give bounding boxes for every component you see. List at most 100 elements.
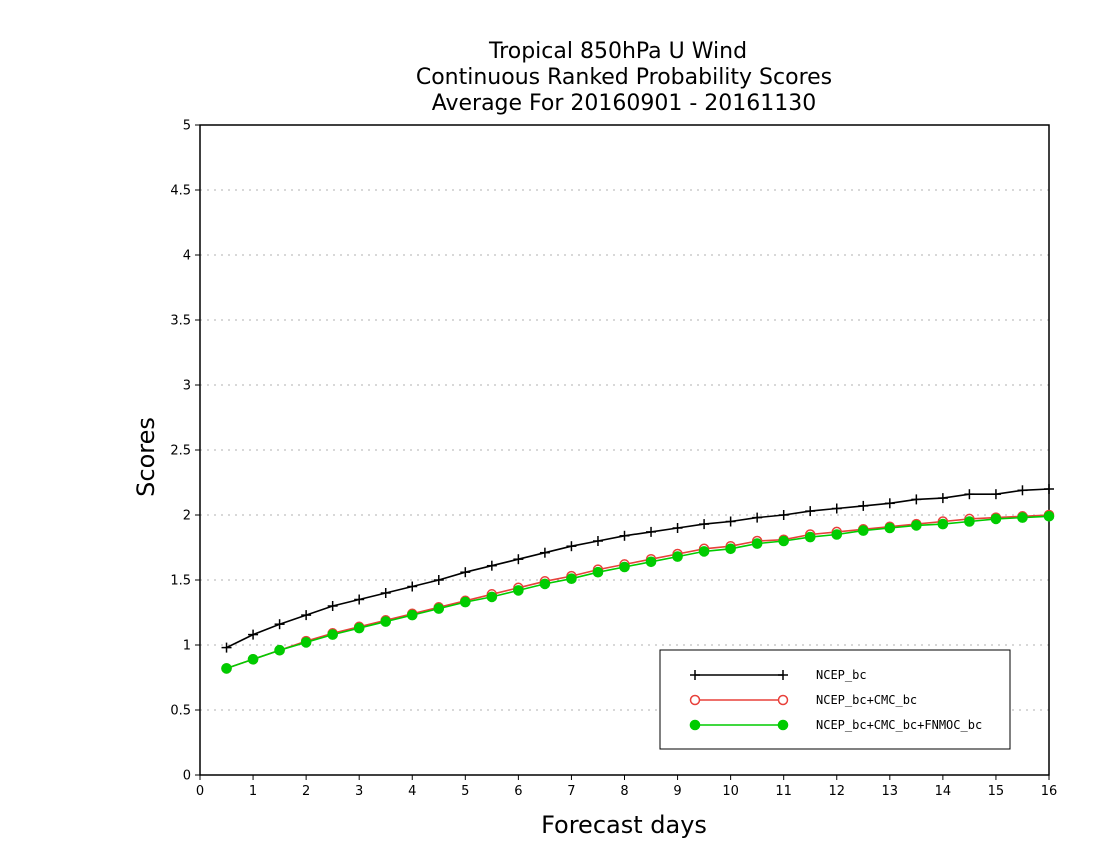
chart-title: Tropical 850hPa U Wind Continuous Ranked… [416, 39, 832, 116]
data-point-ncep-bc [619, 530, 630, 541]
chart-title-line-2: Continuous Ranked Probability Scores [416, 65, 832, 90]
data-point-ncep-bc [592, 536, 603, 546]
y-tick-label: 0 [183, 769, 191, 784]
x-tick-label: 13 [882, 784, 899, 799]
y-tick-label: 3 [183, 379, 191, 394]
data-point-ncep-bc [884, 498, 895, 509]
data-point-ncep-bc [513, 554, 524, 565]
data-point-ncep-bc-cmc-bc-fnmoc-bc [327, 629, 338, 640]
data-series [221, 484, 1055, 674]
legend-marker [777, 719, 789, 731]
x-tick-label: 6 [514, 784, 522, 799]
legend: NCEP_bc NCEP_bc+CMC_bc NCEP_bc+CMC_bc+FNMO… [659, 649, 1011, 750]
data-point-ncep-bc-cmc-bc-fnmoc-bc [486, 591, 498, 603]
y-axis-ticks: 0 0.5 1 1.5 2 2.5 3 3.5 4 4.5 5 [170, 119, 200, 784]
y-tick-label: 4.5 [170, 184, 191, 199]
data-point-ncep-bc-cmc-bc-fnmoc-bc [380, 616, 392, 627]
data-point-ncep-bc-cmc-bc-fnmoc-bc [804, 531, 816, 543]
data-point-ncep-bc [858, 500, 869, 511]
data-point-ncep-bc [221, 642, 232, 653]
x-tick-label: 16 [1041, 784, 1058, 799]
series-ncep-bc-cmc-bc-fnmoc-bc [221, 511, 1055, 674]
data-point-ncep-bc-cmc-bc-fnmoc-bc [1043, 511, 1055, 522]
data-point-ncep-bc-cmc-bc-fnmoc-bc [964, 516, 975, 527]
data-point-ncep-bc-cmc-bc-fnmoc-bc [778, 535, 789, 547]
legend-marker [778, 670, 788, 680]
x-tick-label: 12 [828, 784, 845, 799]
data-point-ncep-bc [301, 610, 312, 621]
data-point-ncep-bc-cmc-bc-fnmoc-bc [619, 561, 630, 573]
chart-title-line-3: Average For 20160901 - 20161130 [432, 91, 817, 116]
data-point-ncep-bc-cmc-bc-fnmoc-bc [911, 520, 922, 531]
x-tick-label: 9 [673, 784, 681, 799]
legend-label: NCEP_bc+CMC_bc+FNMOC_bc [816, 718, 982, 732]
grid-lines [200, 189, 1049, 711]
legend-marker [689, 719, 701, 731]
y-tick-label: 4 [183, 249, 191, 264]
series-line-ncep-bc-cmc-bc [226, 514, 1050, 670]
data-point-ncep-bc [725, 516, 736, 527]
legend-marker [689, 694, 701, 706]
data-point-ncep-bc-cmc-bc-fnmoc-bc [751, 538, 763, 549]
x-tick-label: 4 [408, 784, 416, 799]
data-point-ncep-bc-cmc-bc-fnmoc-bc [406, 609, 418, 621]
data-point-ncep-bc [646, 526, 657, 537]
data-point-ncep-bc-cmc-bc-fnmoc-bc [1017, 512, 1028, 523]
data-point-ncep-bc-cmc-bc-fnmoc-bc [433, 603, 445, 614]
y-tick-label: 1 [183, 639, 191, 654]
data-point-ncep-bc [248, 629, 259, 640]
data-point-ncep-bc [407, 581, 418, 592]
legend-item-ncep-bc-cmc-bc: NCEP_bc+CMC_bc [689, 693, 917, 707]
x-tick-label: 3 [355, 784, 363, 799]
data-point-ncep-bc [911, 494, 922, 505]
data-point-ncep-bc [539, 547, 550, 558]
legend-label: NCEP_bc [816, 668, 867, 682]
x-tick-label: 15 [988, 784, 1005, 799]
data-point-ncep-bc [937, 493, 948, 504]
x-tick-label: 1 [249, 784, 257, 799]
y-tick-label: 2 [183, 509, 191, 524]
data-point-ncep-bc [1044, 484, 1054, 494]
data-point-ncep-bc-cmc-bc-fnmoc-bc [221, 663, 232, 674]
data-point-ncep-bc-cmc-bc-fnmoc-bc [937, 518, 949, 530]
chart-title-line-1: Tropical 850hPa U Wind [488, 39, 747, 64]
data-point-ncep-bc-cmc-bc-fnmoc-bc [857, 525, 869, 536]
y-tick-label: 3.5 [170, 314, 191, 329]
data-point-ncep-bc-cmc-bc-fnmoc-bc [353, 622, 365, 634]
data-point-ncep-bc [486, 560, 497, 571]
x-tick-label: 0 [196, 784, 204, 799]
series-line-ncep-bc [226, 488, 1050, 649]
data-point-ncep-bc-cmc-bc-fnmoc-bc [247, 654, 259, 665]
x-axis-ticks: 0 1 2 3 4 5 6 7 8 9 10 11 12 13 14 15 16 [196, 775, 1057, 799]
data-point-ncep-bc-cmc-bc-fnmoc-bc [592, 566, 604, 578]
data-point-ncep-bc [752, 512, 763, 523]
x-tick-label: 7 [567, 784, 575, 799]
data-point-ncep-bc [672, 523, 683, 533]
x-axis-label: Forecast days [541, 811, 707, 839]
x-tick-label: 5 [461, 784, 469, 799]
data-point-ncep-bc [354, 594, 365, 605]
series-ncep-bc-cmc-bc [221, 509, 1055, 674]
x-tick-label: 11 [775, 784, 792, 799]
data-point-ncep-bc [460, 567, 471, 578]
legend-item-ncep-bc-cmc-bc-fnmoc-bc: NCEP_bc+CMC_bc+FNMOC_bc [689, 718, 982, 732]
data-point-ncep-bc-cmc-bc-fnmoc-bc [725, 543, 736, 555]
data-point-ncep-bc-cmc-bc-fnmoc-bc [884, 522, 896, 534]
data-point-ncep-bc-cmc-bc-fnmoc-bc [831, 529, 843, 540]
data-point-ncep-bc [805, 506, 816, 517]
data-point-ncep-bc [380, 588, 391, 598]
data-point-ncep-bc-cmc-bc-fnmoc-bc [539, 578, 551, 590]
data-point-ncep-bc-cmc-bc-fnmoc-bc [460, 596, 471, 608]
data-point-ncep-bc [1017, 485, 1028, 496]
data-point-ncep-bc-cmc-bc-fnmoc-bc [698, 546, 710, 557]
data-point-ncep-bc-cmc-bc-fnmoc-bc [300, 637, 312, 648]
series-line-ncep-bc-cmc-bc-fnmoc-bc [226, 515, 1050, 670]
data-point-ncep-bc-cmc-bc-fnmoc-bc [990, 513, 1002, 525]
data-point-ncep-bc [964, 489, 975, 500]
data-point-ncep-bc [566, 541, 577, 552]
y-axis-label: Scores [132, 417, 160, 497]
legend-label: NCEP_bc+CMC_bc [816, 693, 917, 707]
data-point-ncep-bc-cmc-bc-fnmoc-bc [513, 585, 524, 596]
data-point-ncep-bc [778, 510, 789, 520]
